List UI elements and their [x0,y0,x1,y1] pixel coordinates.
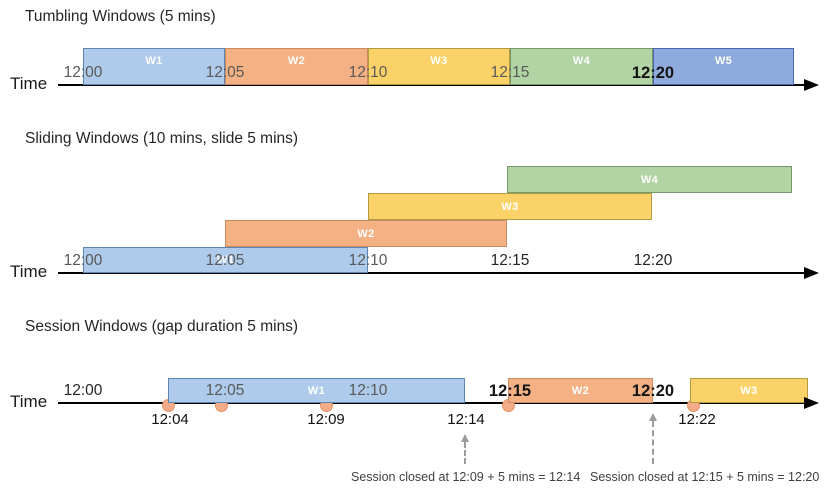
time-axis-sliding [58,272,804,274]
section-title-session: Session Windows (gap duration 5 mins) [25,318,299,335]
event-time-label: 12:22 [678,411,716,428]
window-bar-label: W1 [216,254,235,266]
tick-label: 12:00 [63,382,103,399]
time-axis-arrowhead-session [804,397,819,409]
window-bar-sliding-w3: W3 [368,193,652,220]
tick-label: 12:05 [205,382,245,399]
time-axis-session [58,402,804,404]
section-title-sliding: Sliding Windows (10 mins, slide 5 mins) [25,130,299,147]
tick-label: 12:10 [348,252,388,269]
tick-label: 12:20 [633,252,673,269]
tick-label: 12:05 [205,252,245,269]
window-bar-label: W4 [572,55,591,67]
window-bar-tumbling-w2: W2 [225,48,368,85]
time-axis-label-session: Time [10,392,48,411]
tick-label: 12:05 [205,64,245,81]
window-bar-label: W2 [571,384,590,397]
window-bar-label: W1 [307,384,326,397]
time-axis-tumbling [58,84,804,86]
time-axis-arrowhead-sliding [804,267,819,279]
tick-label: 12:00 [63,64,103,81]
window-bar-session-w3: W3 [690,378,808,403]
window-bar-label: W3 [430,55,448,67]
event-time-label: 12:09 [307,411,345,428]
window-bar-label: W3 [740,384,758,397]
event-time-label: 12:04 [151,411,189,428]
annotation-arrowhead [648,413,657,421]
window-bar-sliding-w4: W4 [507,166,792,193]
time-axis-label-tumbling: Time [10,74,48,93]
window-bar-label: W1 [145,55,163,67]
window-bar-tumbling-w3: W3 [368,48,510,85]
annotation-dashed-line [464,442,466,464]
tick-label: 12:10 [348,382,388,399]
window-bar-label: W2 [357,227,375,240]
window-bar-label: W5 [714,55,733,67]
tick-label: 12:15 [490,64,530,81]
tick-label: 12:20 [631,382,675,400]
time-axis-arrowhead-tumbling [804,79,819,91]
window-bar-label: W2 [287,55,306,67]
tick-label: 12:20 [631,64,675,82]
annotation-text: Session closed at 12:15 + 5 mins = 12:20 [590,470,820,484]
tick-label: 12:15 [488,382,532,400]
window-bar-session-w1: W1 [168,378,465,403]
window-bar-sliding-w2: W2 [225,220,507,247]
time-axis-label-sliding: Time [10,262,48,281]
window-bar-sliding-w1: W1 [83,247,368,273]
window-bar-label: W4 [640,173,659,186]
event-time-label: 12:14 [447,411,485,428]
tick-label: 12:00 [63,252,103,269]
section-title-tumbling: Tumbling Windows (5 mins) [25,8,216,25]
annotation-dashed-line [652,421,654,464]
annotation-arrowhead [460,434,469,442]
window-bar-label: W3 [501,200,519,213]
annotation-text: Session closed at 12:09 + 5 mins = 12:14 [351,470,581,484]
window-bar-session-w2: W2 [508,378,653,403]
window-bar-tumbling-w5: W5 [653,48,794,85]
tick-label: 12:10 [348,64,388,81]
tick-label: 12:15 [490,252,530,269]
window-bar-tumbling-w1: W1 [83,48,225,85]
window-bar-tumbling-w4: W4 [510,48,653,85]
